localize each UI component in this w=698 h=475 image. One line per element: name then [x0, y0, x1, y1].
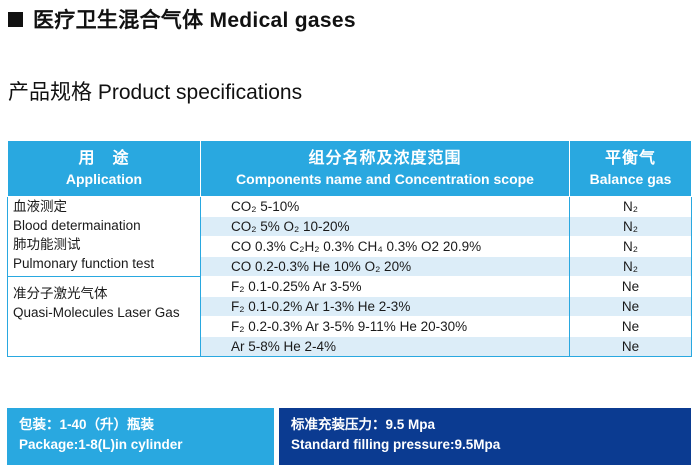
application-text: 血液测定 [13, 199, 67, 214]
balance-cell: Ne [569, 276, 692, 297]
application-text: Pulmonary function test [13, 256, 155, 271]
table-row: CO₂ 5% O₂ 10-20% N₂ [8, 216, 692, 237]
application-text: 准分子激光气体 [13, 286, 108, 301]
application-cell-medical: 血液测定 Blood determaination 肺功能测试 Pulmonar… [7, 196, 201, 277]
table-header-row: 用 途 Application 组分名称及浓度范围 Components nam… [7, 140, 692, 197]
spec-table-container: 用 途 Application 组分名称及浓度范围 Components nam… [7, 140, 692, 357]
balance-cell: N₂ [569, 216, 692, 237]
application-text: 肺功能测试 [13, 237, 81, 252]
spec-table: 用 途 Application 组分名称及浓度范围 Components nam… [7, 140, 692, 357]
package-cn-text: 包装：1-40（升）瓶装 [19, 417, 155, 432]
components-cell: F₂ 0.1-0.2% Ar 1-3% He 2-3% [200, 296, 570, 317]
table-row: F₂ 0.2-0.3% Ar 3-5% 9-11% He 20-30% Ne [8, 316, 692, 337]
components-cell: Ar 5-8% He 2-4% [200, 336, 570, 357]
balance-cell: N₂ [569, 256, 692, 277]
application-cell-laser: 准分子激光气体 Quasi-Molecules Laser Gas [7, 276, 201, 357]
section-subtitle: 产品规格 Product specifications [8, 81, 303, 104]
header-balance-en: Balance gas [589, 170, 672, 187]
table-row: Ar 5-8% He 2-4% Ne [8, 336, 692, 357]
square-bullet-icon [8, 11, 23, 27]
balance-cell: Ne [569, 296, 692, 317]
balance-cell: Ne [569, 336, 692, 357]
header-components: 组分名称及浓度范围 Components name and Concentrat… [200, 140, 570, 197]
components-cell: CO₂ 5% O₂ 10-20% [200, 216, 570, 237]
balance-cell: N₂ [569, 236, 692, 257]
components-cell: F₂ 0.2-0.3% Ar 3-5% 9-11% He 20-30% [200, 316, 570, 337]
page-title: 医疗卫生混合气体 Medical gases [8, 6, 356, 32]
table-row: 准分子激光气体 Quasi-Molecules Laser Gas F₂ 0.1… [7, 276, 692, 357]
header-application-cn: 用 途 [78, 149, 130, 167]
header-application: 用 途 Application [7, 140, 201, 197]
application-text: Quasi-Molecules Laser Gas [13, 305, 180, 320]
title-text: 医疗卫生混合气体 Medical gases [33, 9, 356, 32]
header-balance: 平衡气 Balance gas [569, 140, 692, 197]
components-cell: CO₂ 5-10% [200, 196, 570, 217]
components-cell: CO 0.2-0.3% He 10% O₂ 20% [200, 256, 570, 277]
balance-cell: N₂ [569, 196, 692, 217]
balance-cell: Ne [569, 316, 692, 337]
pressure-en-text: Standard filling pressure:9.5Mpa [291, 437, 501, 452]
package-info-box: 包装：1-40（升）瓶装 Package:1-8(L)in cylinder [7, 408, 274, 465]
table-row: CO 0.3% C₂H₂ 0.3% CH₄ 0.3% O2 20.9% N₂ [8, 236, 692, 257]
table-row: 血液测定 Blood determaination 肺功能测试 Pulmonar… [7, 196, 692, 277]
header-components-en: Components name and Concentration scope [236, 170, 534, 187]
pressure-cn-text: 标准充装压力：9.5 Mpa [291, 417, 436, 432]
header-application-en: Application [65, 170, 143, 187]
components-cell: CO 0.3% C₂H₂ 0.3% CH₄ 0.3% O2 20.9% [200, 236, 570, 257]
table-row: CO 0.2-0.3% He 10% O₂ 20% N₂ [8, 256, 692, 277]
pressure-info-box: 标准充装压力：9.5 Mpa Standard filling pressure… [279, 408, 691, 465]
components-cell: F₂ 0.1-0.25% Ar 3-5% [200, 276, 570, 297]
header-balance-cn: 平衡气 [604, 149, 656, 167]
application-text: Blood determaination [13, 218, 141, 233]
header-components-cn: 组分名称及浓度范围 [308, 149, 462, 167]
table-row: F₂ 0.1-0.2% Ar 1-3% He 2-3% Ne [8, 296, 692, 317]
package-en-text: Package:1-8(L)in cylinder [19, 437, 183, 452]
